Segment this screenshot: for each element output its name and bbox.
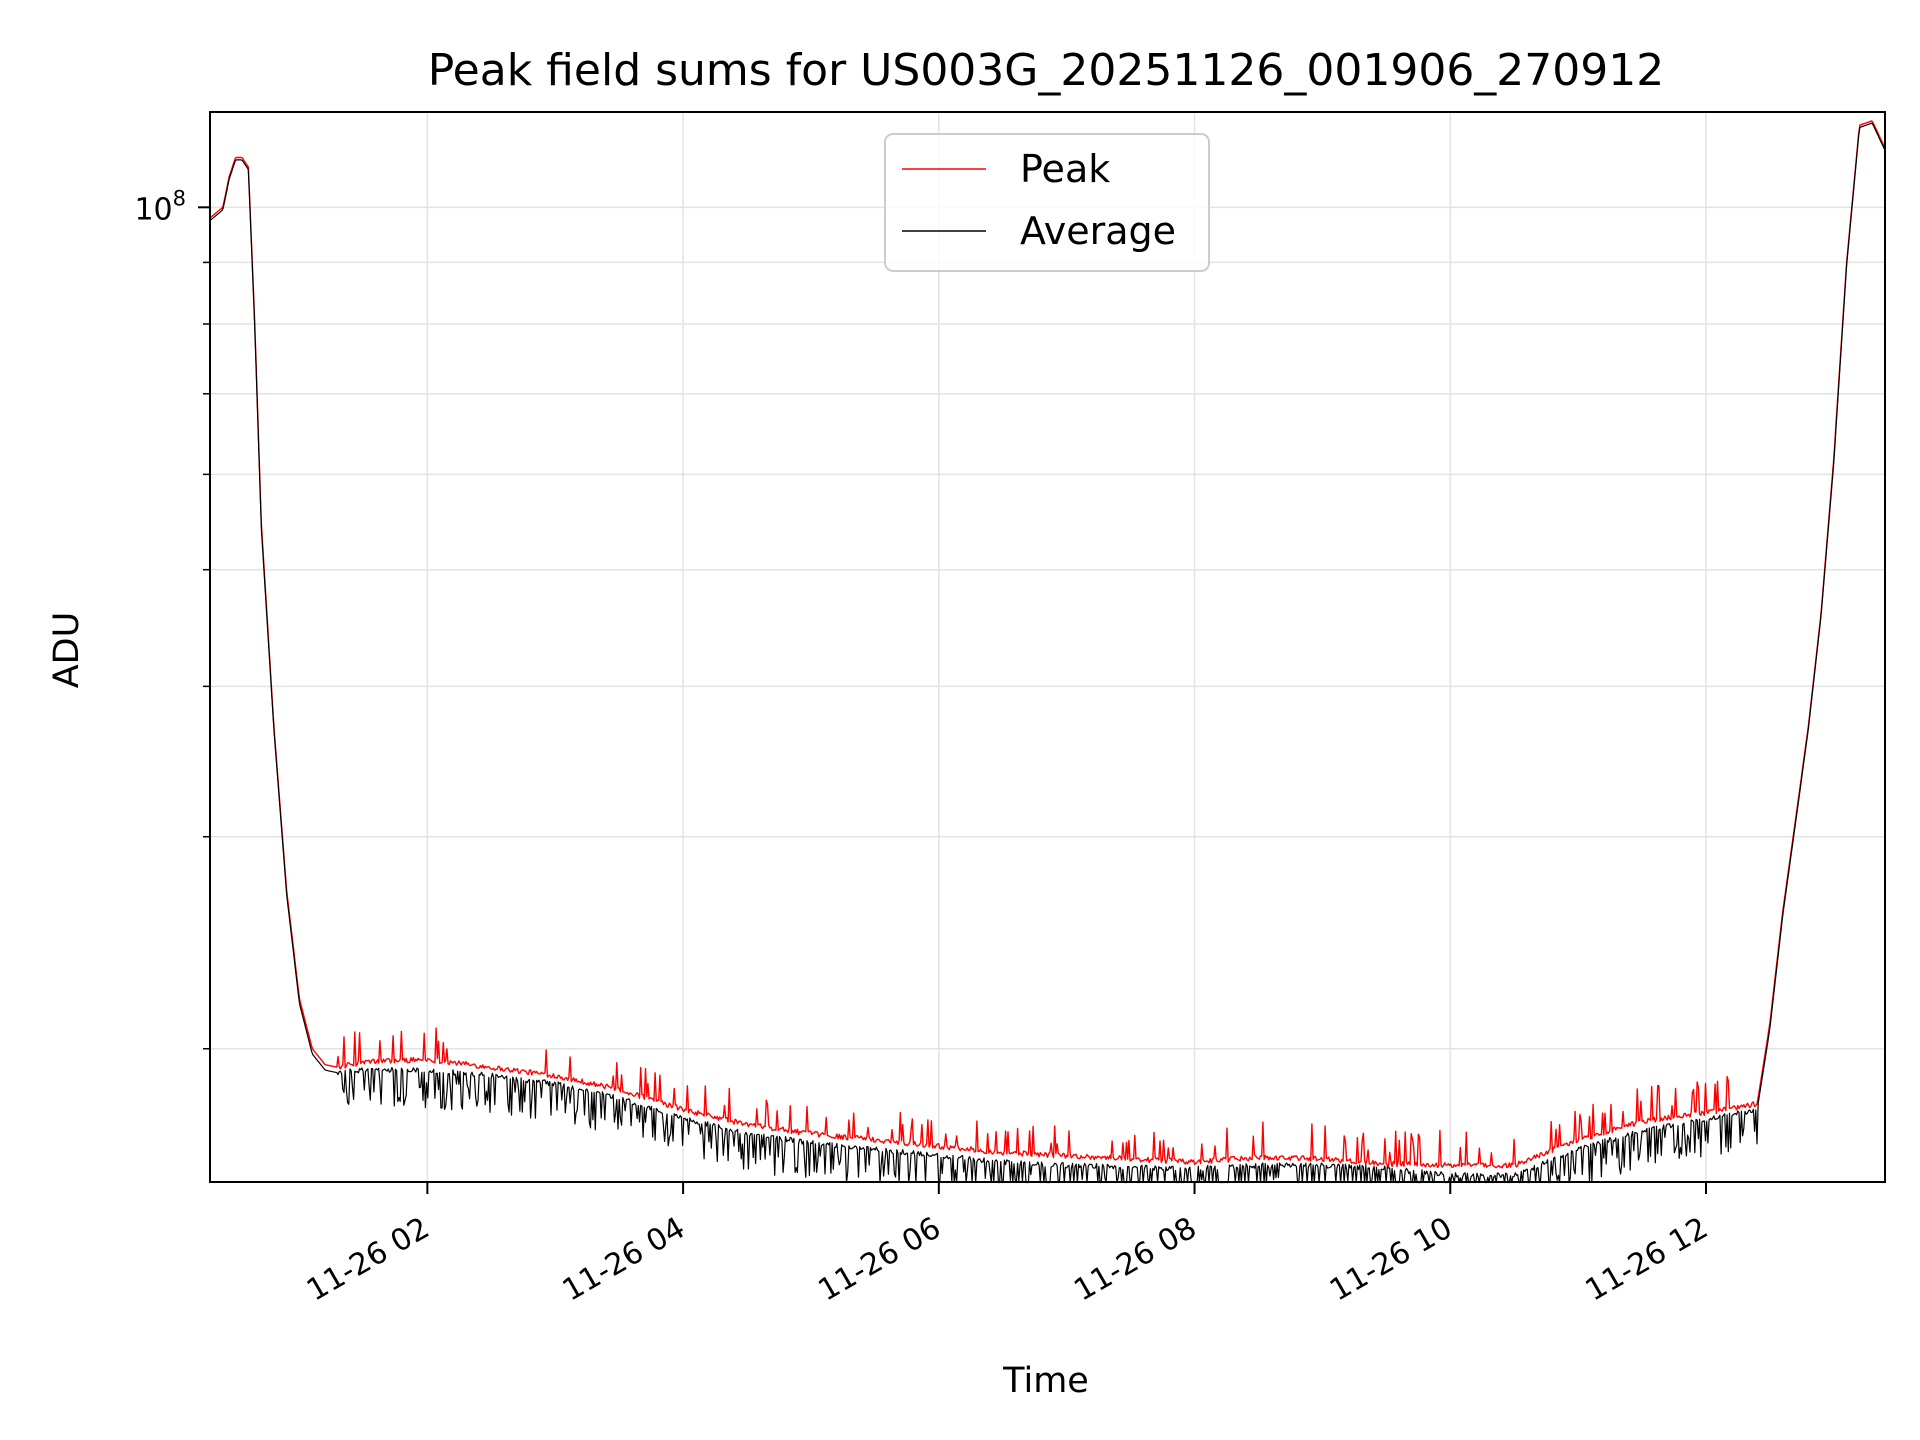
x-tick-label: 11-26 06 (812, 1211, 946, 1309)
y-axis-label: ADU (47, 612, 87, 689)
axis-ticks: 11-26 02 11-26 04 11-26 06 11-26 08 11-26 10… (134, 186, 1714, 1308)
x-tick-label: 11-26 12 (1580, 1211, 1714, 1309)
legend-label-peak: Peak (1020, 147, 1110, 191)
legend: Peak Average (884, 133, 1210, 272)
plot-frame (209, 111, 1886, 1183)
y-tick-label: 108 (134, 186, 186, 227)
series-line-average (209, 122, 1886, 1184)
y-tick-label-base: 10 (134, 192, 172, 227)
x-tick-label: 11-26 04 (557, 1211, 691, 1309)
legend-label-average: Average (1020, 209, 1176, 253)
x-tick-label: 11-26 02 (301, 1211, 435, 1309)
y-tick-label-exponent: 8 (173, 186, 186, 210)
x-axis-label: Time (1002, 1361, 1089, 1401)
chart-title: Peak field sums for US003G_20251126_0019… (428, 45, 1665, 96)
x-tick-label: 11-26 10 (1324, 1211, 1458, 1309)
series-group (209, 120, 1886, 1184)
series-line-peak (209, 120, 1886, 1169)
x-tick-label: 11-26 08 (1068, 1211, 1202, 1309)
grid (210, 112, 1885, 1182)
